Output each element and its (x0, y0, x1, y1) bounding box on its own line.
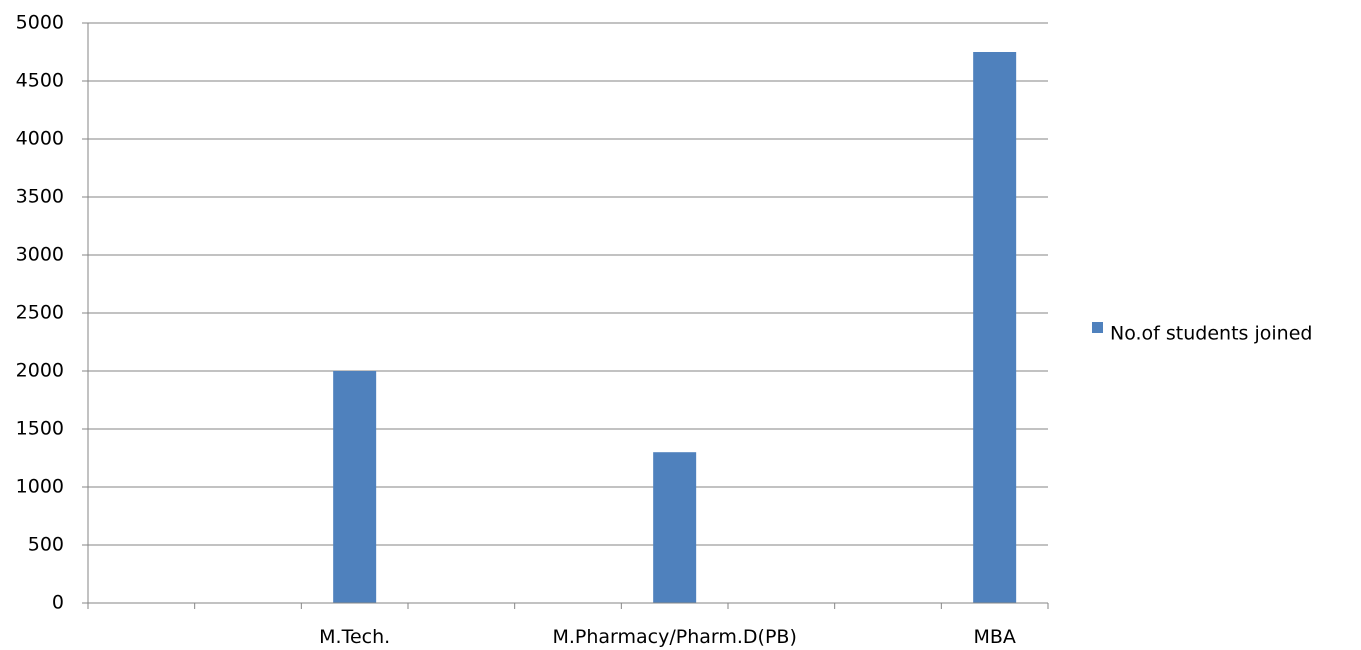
y-tick-label: 1000 (16, 476, 64, 498)
legend-label: No.of students joined (1110, 323, 1312, 345)
y-tick-label: 0 (52, 592, 64, 614)
y-tick-label: 2000 (16, 360, 64, 382)
legend-swatch (1092, 322, 1103, 333)
y-tick-label: 4000 (16, 128, 64, 150)
bars (333, 52, 1017, 603)
legend: No.of students joined (1092, 322, 1312, 345)
y-tick-label: 3500 (16, 186, 64, 208)
x-tick-label: MBA (973, 626, 1015, 648)
x-tick-labels: M.Tech. M.Pharmacy/Pharm.D(PB) MBA (319, 626, 1016, 648)
bar-m-pharmacy-pharm-d-pb (653, 452, 697, 603)
bar-mba (973, 52, 1017, 603)
x-tick-label: M.Tech. (319, 626, 390, 648)
axes (82, 22, 1049, 609)
y-tick-labels: 0 500 1000 1500 2000 2500 3000 3500 4000 4500 5000 (16, 12, 64, 614)
y-tick-label: 5000 (16, 12, 64, 34)
x-tick-label: M.Pharmacy/Pharm.D(PB) (552, 626, 796, 648)
gridlines (88, 22, 1048, 546)
y-tick-label: 1500 (16, 418, 64, 440)
y-tick-label: 500 (28, 534, 64, 556)
y-tick-label: 3000 (16, 244, 64, 266)
y-tick-label: 2500 (16, 302, 64, 324)
bar-m-tech (333, 371, 377, 603)
y-tick-label: 4500 (16, 70, 64, 92)
